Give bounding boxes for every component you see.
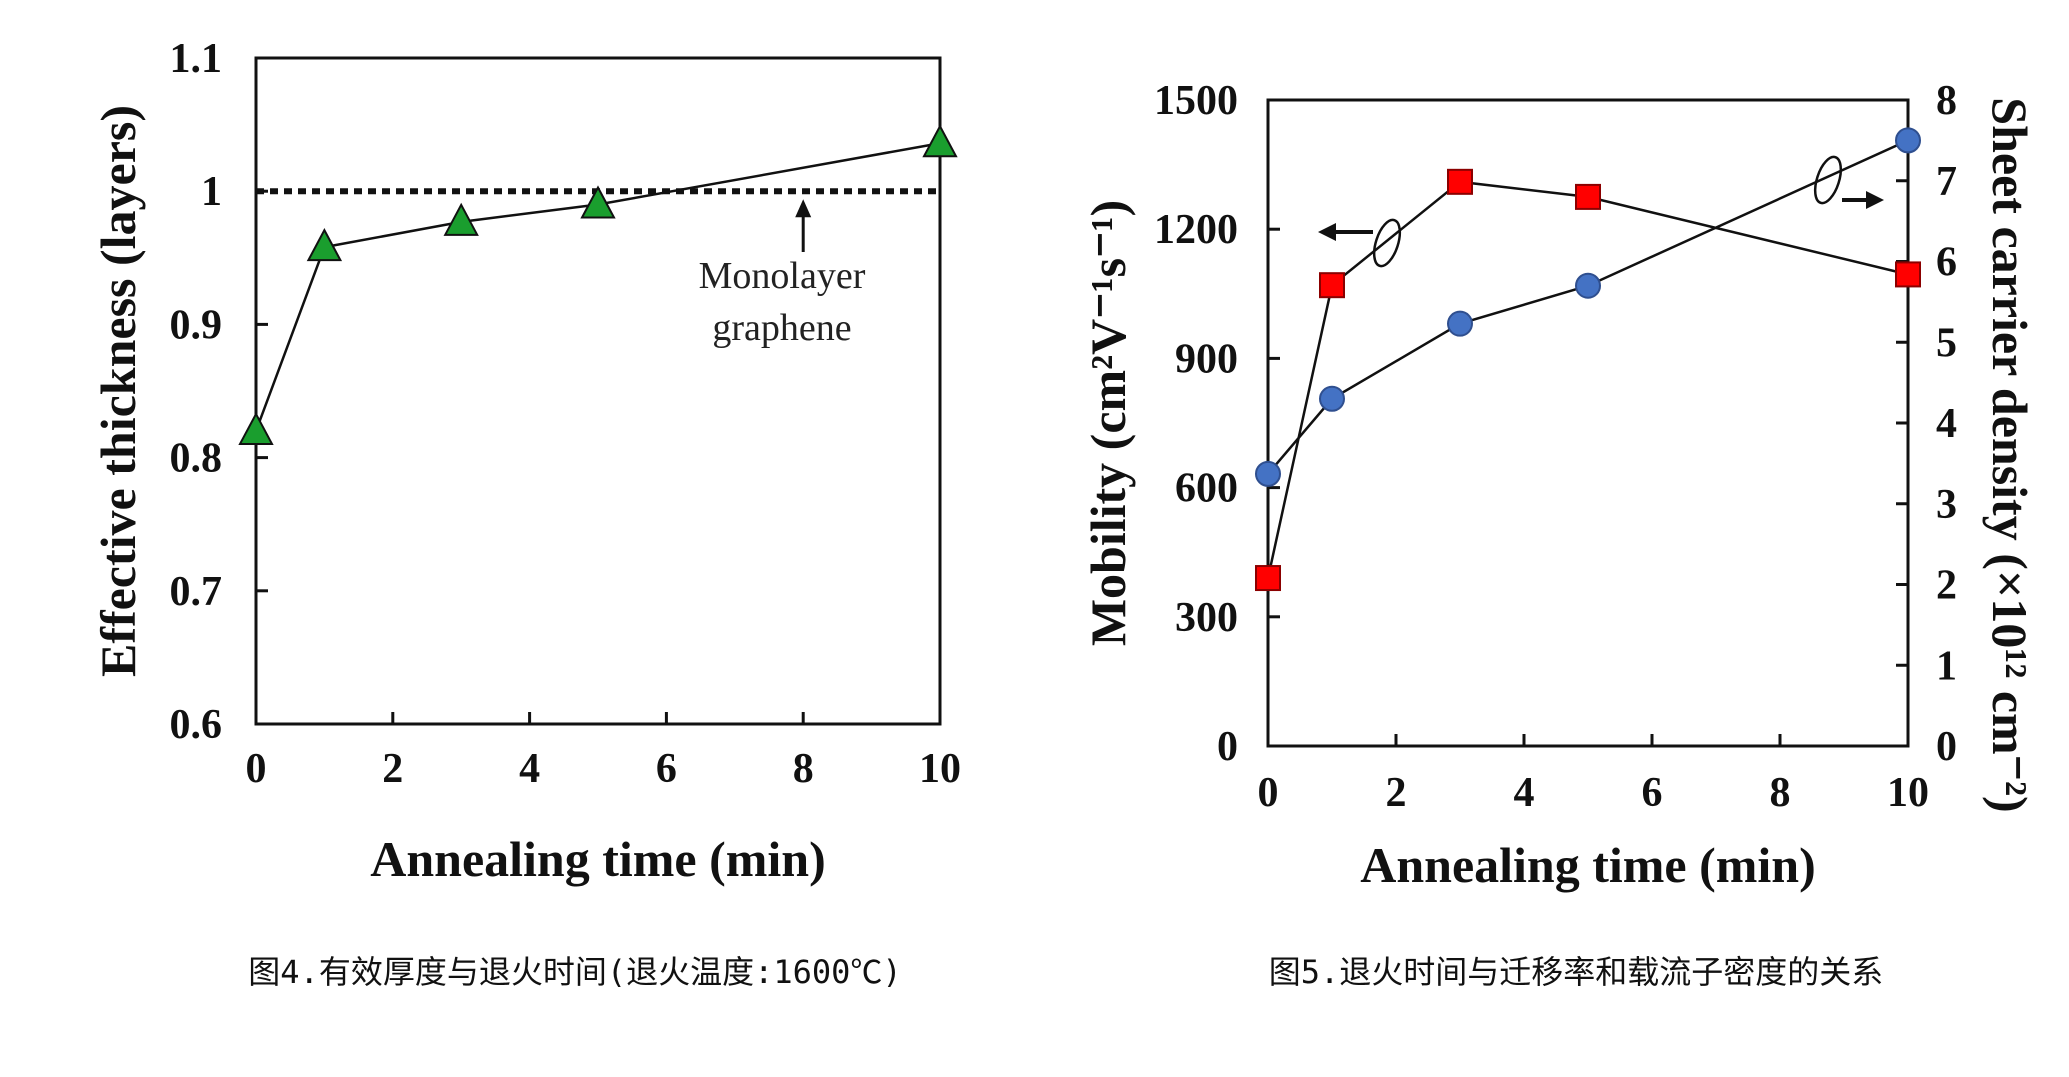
annotation-line1: Monolayer [699,255,866,297]
chart1-x-tick-label: 4 [519,746,540,792]
figure4-caption: 图4.有效厚度与退火时间(退火温度:1600℃) [248,953,901,991]
chart2-x-tick-label: 8 [1770,770,1791,816]
density-axis-indicator [1813,155,1884,209]
density-point [1895,127,1921,154]
chart2-x-tick-label: 10 [1887,770,1929,816]
chart1-plot-frame [254,56,942,726]
mobility-point [1255,565,1281,592]
mobility-point [1575,183,1601,210]
chart2-left-y-ticks: 0 300 600 900 1200 1500 [1154,78,1280,770]
chart1-x-axis-title: Annealing time (min) [370,831,826,887]
chart1-y-axis-title: Effective thickness (layers) [90,105,146,677]
thickness-point [922,124,958,158]
mobility-point [1895,261,1921,288]
mobility-axis-indicator [1318,218,1402,268]
chart-1: 0 2 4 6 8 10 0.6 0.7 0.8 0.9 1 1.1 Monolayer graph… [90,36,961,991]
chart2-x-tick-label: 4 [1514,770,1535,816]
chart1-x-tick-label: 10 [919,746,961,792]
chart2-left-y-tick-label: 0 [1217,724,1238,770]
chart1-y-tick-label: 0.7 [170,569,223,615]
density-point [1319,385,1345,412]
chart1-x-ticks: 0 2 4 6 8 10 [246,712,961,792]
chart2-right-y-tick-label: 5 [1936,320,1957,366]
chart1-y-tick-label: 1 [201,169,222,215]
figure5-caption: 图5.退火时间与迁移率和载流子密度的关系 [1269,953,1884,991]
annotation-line2: graphene [712,307,851,349]
chart2-x-axis-title: Annealing time (min) [1360,837,1816,893]
chart1-y-tick-label: 1.1 [170,36,223,82]
monolayer-annotation: Monolayer graphene [699,199,866,349]
chart-2: 0 2 4 6 8 10 0 300 600 900 1200 1500 0 1 2 3 4 5 6 7 8 Ann… [1080,78,2038,991]
chart2-right-y-tick-label: 2 [1936,563,1957,609]
chart2-left-y-tick-label: 1200 [1154,207,1238,253]
thickness-point [443,202,479,236]
density-indicator-arrow-head [1866,191,1884,209]
chart1-x-tick-label: 0 [246,746,267,792]
thickness-point [580,185,616,219]
density-point [1575,272,1601,299]
density-indicator-ellipse [1813,155,1843,205]
chart2-left-y-axis-title: Mobility (cm²V⁻¹s⁻¹) [1080,200,1136,646]
chart1-y-ticks: 0.6 0.7 0.8 0.9 1 1.1 [170,36,268,748]
chart2-right-y-tick-label: 7 [1936,159,1957,205]
density-point [1447,310,1473,337]
chart1-y-tick-label: 0.6 [170,702,223,748]
chart2-right-y-tick-label: 8 [1936,78,1957,124]
mobility-point [1319,272,1345,299]
chart1-x-tick-label: 8 [793,746,814,792]
thickness-point [238,411,274,445]
chart2-left-y-tick-label: 1500 [1154,78,1238,124]
chart1-x-tick-label: 2 [382,746,403,792]
mobility-indicator-arrow-head [1318,223,1336,241]
chart2-right-y-tick-label: 0 [1936,724,1957,770]
chart2-left-y-tick-label: 300 [1175,595,1238,641]
mobility-indicator-ellipse [1372,218,1402,268]
thickness-point [306,228,343,262]
chart1-y-tick-label: 0.8 [170,436,223,482]
chart2-right-y-axis-title: Sheet carrier density (×10¹² cm⁻²) [1982,97,2038,812]
chart2-right-y-tick-label: 6 [1936,240,1957,286]
thickness-series-points [238,124,958,445]
chart2-x-tick-label: 6 [1642,770,1663,816]
chart2-left-y-tick-label: 600 [1175,466,1238,512]
chart2-right-y-ticks: 0 1 2 3 4 5 6 7 8 [1896,78,1957,770]
chart2-right-y-tick-label: 4 [1936,401,1957,447]
chart2-left-y-tick-label: 900 [1175,336,1238,382]
chart2-right-y-tick-label: 1 [1936,643,1957,689]
chart2-x-ticks: 0 2 4 6 8 10 [1258,734,1929,816]
mobility-point [1447,168,1473,195]
chart2-x-tick-label: 2 [1386,770,1407,816]
annotation-arrow-head [795,199,812,218]
chart1-x-tick-label: 6 [656,746,677,792]
density-series-points [1255,127,1921,487]
mobility-series-points [1255,168,1921,592]
chart2-x-tick-label: 0 [1258,770,1279,816]
density-point [1255,460,1281,487]
chart2-right-y-tick-label: 3 [1936,482,1957,528]
chart1-y-tick-label: 0.9 [170,302,223,348]
